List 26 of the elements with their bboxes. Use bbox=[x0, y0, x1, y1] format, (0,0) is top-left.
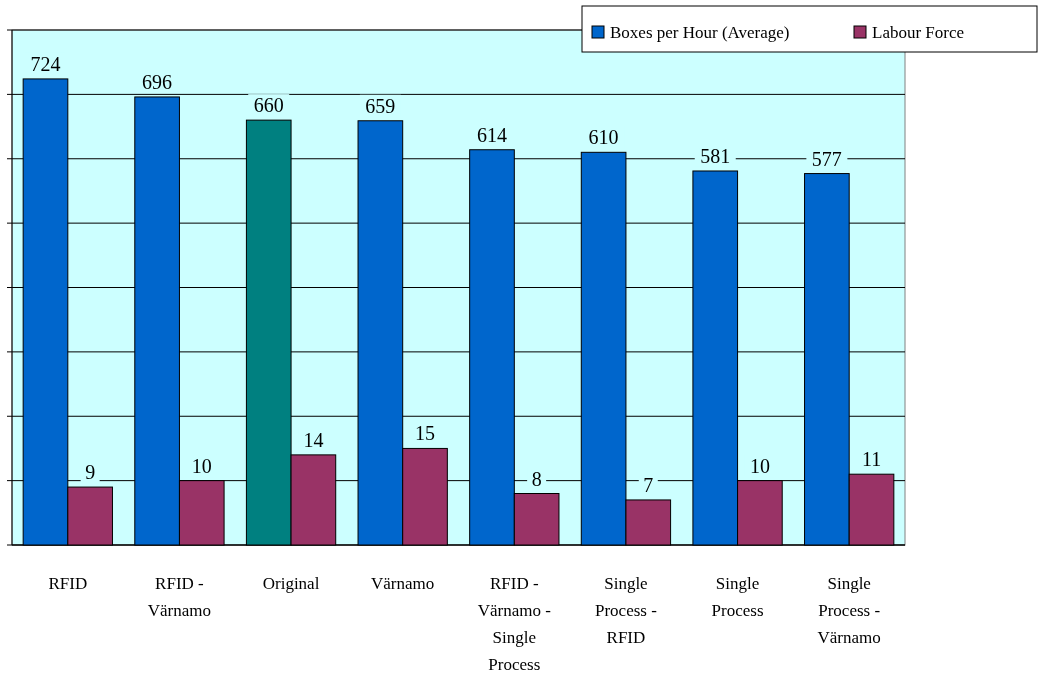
legend-label: Labour Force bbox=[872, 23, 965, 42]
data-label: 724 bbox=[30, 52, 61, 75]
data-label: 577 bbox=[811, 147, 842, 170]
data-label: 14 bbox=[303, 428, 324, 451]
x-tick-label: Original bbox=[262, 574, 320, 593]
data-label: 614 bbox=[476, 123, 507, 146]
x-tick-label: RFID - Värnamo - Single Process bbox=[477, 574, 552, 674]
x-tick-label: Värnamo bbox=[371, 574, 435, 593]
data-label: 696 bbox=[142, 70, 173, 93]
x-tick-label: Single Process - RFID bbox=[595, 574, 658, 647]
x-tick-label: RFID bbox=[48, 574, 88, 593]
data-label: 10 bbox=[191, 454, 212, 477]
data-label: 10 bbox=[749, 454, 770, 477]
x-tick-label: Single Process - Värnamo bbox=[817, 574, 881, 647]
data-label: 581 bbox=[700, 144, 731, 167]
x-tick-label: RFID - Värnamo bbox=[147, 574, 212, 620]
data-label: 8 bbox=[531, 467, 542, 490]
data-label: 7 bbox=[643, 473, 654, 496]
data-label: 15 bbox=[415, 422, 436, 445]
x-tick-label: Single Process bbox=[711, 574, 764, 620]
data-label: 659 bbox=[365, 94, 396, 117]
data-label: 660 bbox=[253, 94, 284, 117]
legend-label: Boxes per Hour (Average) bbox=[610, 23, 790, 42]
data-label: 9 bbox=[85, 461, 96, 484]
data-label: 11 bbox=[861, 448, 882, 471]
data-label: 610 bbox=[588, 126, 619, 149]
